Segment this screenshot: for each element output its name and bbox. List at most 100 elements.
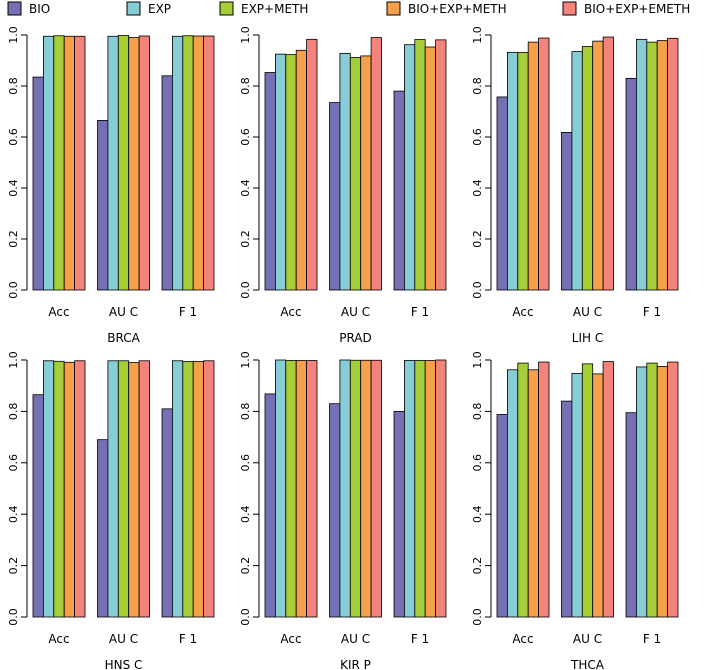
- bar-bio-exp-meth-auc: [360, 359, 372, 618]
- x-category-label: AU C: [109, 632, 138, 646]
- bar-bio-acc: [264, 393, 276, 618]
- bar-exp-acc: [43, 360, 55, 618]
- bar-bio-acc: [496, 96, 508, 291]
- legend-label: EXP: [148, 2, 171, 16]
- bar-exp-acc: [506, 369, 519, 618]
- chart-panel-hnsc: 0.0 0.2 0.4 0.6 0.8 1.0 Acc AU C F 1 HNS C: [7, 351, 215, 670]
- bar-exp-auc: [107, 35, 119, 291]
- bar-exp-meth-auc: [349, 359, 362, 618]
- bar-bio-exp-meth-f1: [192, 361, 204, 618]
- y-tick-label: 0.4: [471, 505, 484, 523]
- bar-bio-exp-meth-auc: [592, 40, 604, 291]
- bar-exp-auc: [339, 52, 351, 291]
- legend-swatch: [386, 1, 401, 16]
- legend-label: BIO+EXP+EMETH: [584, 2, 690, 16]
- bar-exp-meth-auc: [117, 360, 130, 618]
- bar-bio-exp-emeth-f1: [203, 35, 215, 291]
- chart-panel-prad: 0.0 0.2 0.4 0.6 0.8 1.0 Acc AU C F 1 PRAD: [239, 26, 447, 345]
- legend-item: BIO+EXP+EMETH: [562, 1, 690, 16]
- y-tick-label: 0.8: [471, 77, 484, 95]
- y-tick-label: 0.0: [7, 281, 20, 299]
- x-category-label: F 1: [179, 632, 197, 646]
- y-tick-label: 0.2: [471, 557, 484, 575]
- bar-exp-acc: [274, 359, 287, 618]
- legend-item: EXP+METH: [219, 1, 308, 16]
- chart-panel-thca: 0.0 0.2 0.4 0.6 0.8 1.0 Acc AU C F 1 THCA: [471, 351, 679, 670]
- legend-item: BIO: [7, 1, 50, 16]
- bar-exp-meth-auc: [581, 363, 594, 618]
- bar-bio-exp-meth-f1: [192, 35, 204, 291]
- bar-bio-exp-meth-f1: [656, 366, 669, 618]
- bar-bio-exp-emeth-auc: [370, 359, 382, 618]
- y-tick-label: 0.6: [239, 454, 252, 472]
- bar-bio-f1: [393, 90, 405, 291]
- x-category-label: AU C: [573, 305, 602, 319]
- bar-bio-exp-emeth-acc: [306, 360, 318, 618]
- bar-bio-f1: [161, 408, 173, 618]
- panel-title: KIR P: [340, 658, 371, 670]
- x-category-label: Acc: [280, 632, 301, 646]
- x-category-label: Acc: [48, 305, 69, 319]
- chart-panel-lihc: 0.0 0.2 0.4 0.6 0.8 1.0 Acc AU C F 1 LIH C: [471, 26, 679, 345]
- bar-exp-meth-acc: [517, 51, 529, 291]
- bar-bio-exp-emeth-auc: [602, 361, 614, 618]
- bar-bio-exp-emeth-auc: [602, 36, 614, 291]
- x-category-label: AU C: [573, 632, 602, 646]
- bar-exp-auc: [339, 359, 351, 618]
- bar-bio-exp-meth-acc: [63, 35, 75, 291]
- bar-exp-meth-acc: [53, 35, 65, 291]
- chart-panel-brca: 0.0 0.2 0.4 0.6 0.8 1.0 Acc AU C F 1 BRCA: [7, 26, 215, 345]
- y-tick-label: 0.4: [7, 179, 20, 197]
- y-tick-label: 1.0: [239, 26, 252, 44]
- bar-bio-exp-meth-f1: [424, 46, 437, 291]
- bar-bio-acc: [32, 394, 44, 618]
- bar-bio-exp-meth-f1: [424, 360, 437, 618]
- bar-bio-acc: [264, 72, 276, 291]
- bar-exp-meth-acc: [517, 362, 529, 618]
- y-tick-label: 0.0: [7, 608, 20, 626]
- bar-bio-exp-emeth-acc: [74, 360, 86, 618]
- bar-exp-meth-auc: [581, 46, 594, 291]
- bar-bio-exp-meth-auc: [592, 373, 604, 618]
- bar-bio-auc: [561, 400, 573, 618]
- panel-title: BRCA: [107, 331, 140, 345]
- y-tick-label: 0.4: [239, 505, 252, 523]
- legend-label: BIO+EXP+METH: [408, 2, 507, 16]
- x-category-label: AU C: [109, 305, 138, 319]
- legend-swatch: [219, 1, 234, 16]
- panel-title: PRAD: [339, 331, 372, 345]
- x-category-label: Acc: [512, 632, 533, 646]
- bar-bio-exp-meth-auc: [128, 37, 140, 291]
- bar-bio-exp-meth-auc: [128, 362, 140, 618]
- x-category-label: F 1: [179, 305, 197, 319]
- bar-exp-meth-auc: [117, 35, 130, 291]
- bar-bio-auc: [97, 439, 109, 618]
- bar-bio-exp-emeth-auc: [370, 37, 382, 291]
- y-tick-label: 0.8: [471, 403, 484, 421]
- x-category-label: Acc: [280, 305, 301, 319]
- legend-swatch: [7, 1, 22, 16]
- bar-exp-auc: [571, 51, 583, 291]
- x-category-label: AU C: [341, 632, 370, 646]
- y-tick-label: 0.6: [7, 128, 20, 146]
- y-tick-label: 1.0: [7, 351, 20, 369]
- bar-bio-acc: [32, 76, 44, 291]
- bar-bio-exp-emeth-auc: [138, 360, 150, 618]
- bar-exp-auc: [107, 360, 119, 618]
- bar-bio-auc: [97, 120, 109, 291]
- bar-exp-meth-acc: [53, 360, 65, 618]
- y-tick-label: 0.6: [7, 454, 20, 472]
- y-tick-label: 0.8: [239, 77, 252, 95]
- bar-bio-exp-meth-f1: [656, 40, 669, 291]
- y-tick-label: 0.2: [239, 557, 252, 575]
- y-tick-label: 0.4: [239, 179, 252, 197]
- bar-bio-exp-emeth-f1: [667, 361, 679, 618]
- x-category-label: Acc: [512, 305, 533, 319]
- y-tick-label: 0.0: [471, 281, 484, 299]
- y-tick-label: 0.4: [7, 505, 20, 523]
- y-tick-label: 0.8: [7, 77, 20, 95]
- panel-title: HNS C: [105, 658, 143, 670]
- y-tick-label: 0.6: [471, 128, 484, 146]
- legend-swatch: [126, 1, 141, 16]
- bar-bio-auc: [329, 102, 341, 291]
